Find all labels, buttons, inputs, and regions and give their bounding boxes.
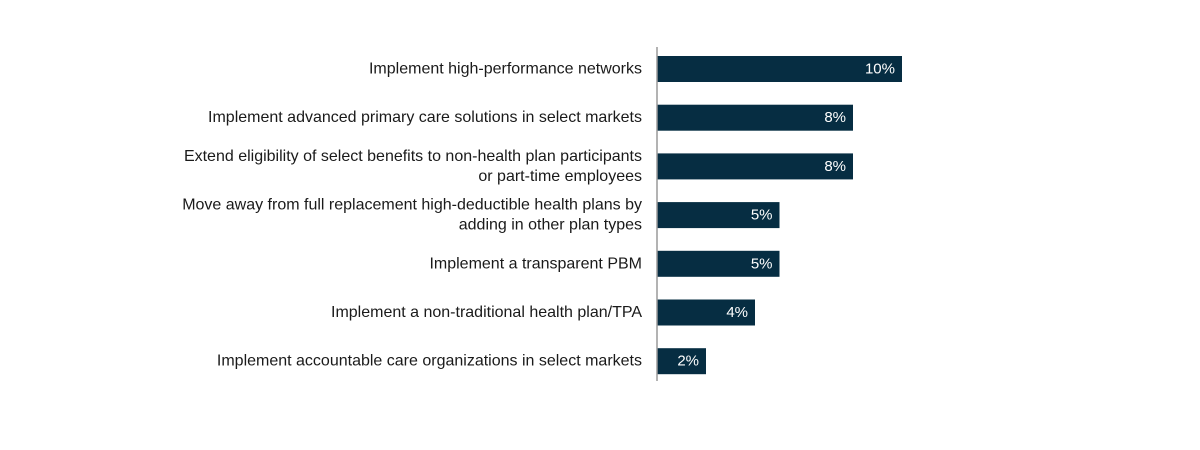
bar-2 [657,153,853,180]
category-label-4: Implement a transparent PBM [429,255,642,272]
category-label-2-line-1: or part-time employees [478,168,642,185]
bars-group [657,56,902,375]
value-label-1: 8% [824,109,846,126]
category-label-5: Implement a non-traditional health plan/… [331,304,642,321]
value-label-2: 8% [824,158,846,175]
category-label-0: Implement high-performance networks [369,61,642,78]
value-label-4: 5% [751,255,773,272]
category-label-3-line-0: Move away from full replacement high-ded… [182,197,642,214]
bar-3 [657,202,780,229]
value-label-6: 2% [677,353,699,370]
category-label-6: Implement accountable care organizations… [217,353,642,370]
category-label-2-line-0: Extend eligibility of select benefits to… [184,148,642,165]
category-label-1: Implement advanced primary care solution… [208,109,642,126]
bar-4 [657,250,780,277]
value-label-3: 5% [751,207,773,224]
value-label-0: 10% [865,61,895,78]
bar-6 [657,348,706,375]
category-labels-group: Implement high-performance networks Imple… [182,61,642,370]
category-label-3-line-1: adding in other plan types [459,217,642,234]
value-label-5: 4% [726,304,748,321]
bar-1 [657,104,853,131]
value-labels-group: 10% 8% 8% 5% 5% 4% 2% [677,61,895,370]
bar-0 [657,56,902,82]
bar-5 [657,299,755,326]
